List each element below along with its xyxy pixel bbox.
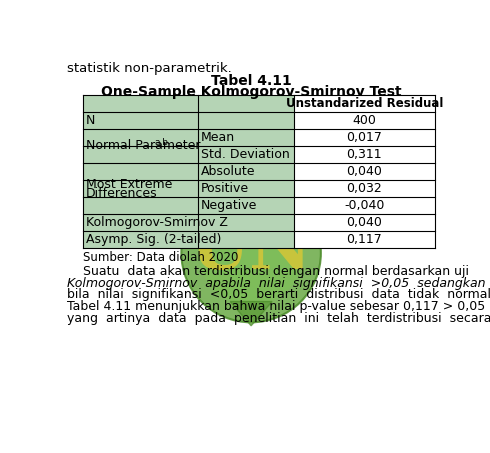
Text: statistik non-parametrik.: statistik non-parametrik. [68,62,232,75]
Text: 400: 400 [352,114,376,127]
Polygon shape [230,302,272,326]
Text: Std. Deviation: Std. Deviation [201,148,290,161]
Text: 0,017: 0,017 [346,131,382,144]
Text: Sumber: Data diolah 2020: Sumber: Data diolah 2020 [83,251,238,265]
Text: UN: UN [190,216,313,283]
Text: Most Extreme: Most Extreme [86,178,172,191]
Text: 0,311: 0,311 [346,148,382,161]
Text: 0,032: 0,032 [346,182,382,195]
Text: Absolute: Absolute [201,165,255,178]
Text: 0,040: 0,040 [346,216,382,229]
Text: Kolmogorov-Smirnov Z: Kolmogorov-Smirnov Z [86,216,228,229]
Text: 0,040: 0,040 [346,165,382,178]
Text: yang  artinya  data  pada  penelitian  ini  telah  terdistribusi  secara: yang artinya data pada penelitian ini te… [68,312,490,325]
Circle shape [199,201,303,305]
Text: N: N [86,114,96,127]
Text: Differences: Differences [86,187,158,200]
Text: Tabel 4.11 menunjukkan bahwa nilai p-value sebesar 0,117 > 0,05: Tabel 4.11 menunjukkan bahwa nilai p-val… [68,300,486,313]
Text: -0,040: -0,040 [344,199,385,212]
Text: Asymp. Sig. (2-tailed): Asymp. Sig. (2-tailed) [86,233,221,246]
Text: Negative: Negative [201,199,257,212]
Text: Positive: Positive [201,182,249,195]
Circle shape [181,184,321,323]
Text: Tabel 4.11: Tabel 4.11 [211,74,292,88]
Text: Unstandarized Residual: Unstandarized Residual [286,97,443,110]
Text: Normal Parameter: Normal Parameter [86,140,204,153]
Text: a,b: a,b [154,138,168,147]
Bar [294,95,435,248]
Text: Kolmogorov-Smirnov  apabila  nilai  signifikansi  >0,05  sedangkan: Kolmogorov-Smirnov apabila nilai signifi… [68,276,486,289]
Text: Mean: Mean [201,131,235,144]
Text: Suatu  data akan terdistribusi dengan normal berdasarkan uji: Suatu data akan terdistribusi dengan nor… [68,265,469,278]
Text: bila  nilai  signifikansi  <0,05  berarti  distribusi  data  tidak  normal.: bila nilai signifikansi <0,05 berarti di… [68,289,490,301]
Text: One-Sample Kolmogorov-Smirnov Test: One-Sample Kolmogorov-Smirnov Test [101,85,401,99]
Text: 0,117: 0,117 [346,233,382,246]
Bar [83,95,435,248]
